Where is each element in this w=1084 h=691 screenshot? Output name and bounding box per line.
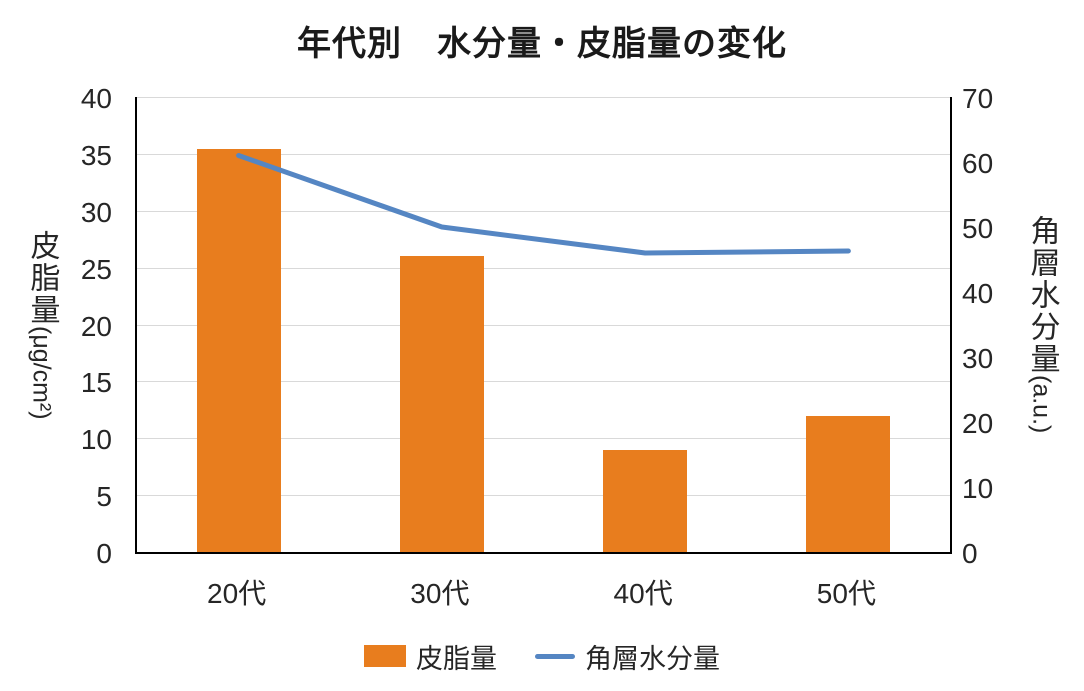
left-tick-40: 40 [80, 83, 112, 114]
left-tick-5: 5 [96, 481, 112, 513]
x-label-40代: 40代 [613, 578, 673, 609]
legend-bar-label: 皮脂量 [416, 643, 497, 674]
left-axis-label-cjk: 皮脂量 [25, 229, 59, 326]
gridline [137, 153, 950, 155]
legend-line-label: 角層水分量 [585, 643, 720, 674]
left-tick-10: 10 [80, 424, 112, 456]
left-tick-0: 0 [96, 538, 112, 569]
legend: 皮脂量 角層水分量 [0, 636, 1084, 676]
left-tick-20: 20 [80, 310, 112, 342]
x-label-20代: 20代 [207, 578, 267, 609]
right-axis-ticks: 70 60 50 40 30 20 10 0 [962, 84, 1022, 569]
left-tick-30: 30 [80, 196, 112, 228]
right-axis-label-cjk: 角層水分量 [1025, 215, 1059, 376]
gridline [137, 97, 950, 98]
x-label-50代: 50代 [816, 578, 876, 609]
right-axis-label-unit: (a.u.) [1027, 375, 1056, 434]
right-tick-0: 0 [962, 538, 978, 569]
left-tick-25: 25 [80, 253, 112, 285]
left-tick-35: 35 [80, 139, 112, 171]
plot-area [135, 97, 952, 554]
right-tick-30: 30 [962, 343, 994, 374]
gridline [137, 324, 950, 326]
moisture-line [236, 153, 851, 256]
right-tick-20: 20 [962, 408, 994, 439]
right-tick-70: 70 [962, 83, 994, 114]
legend-bar-swatch-icon [364, 645, 406, 667]
right-tick-10: 10 [962, 473, 994, 504]
left-axis-ticks: 40 35 30 25 20 15 10 5 0 [0, 84, 112, 569]
chart-title: 年代別 水分量・皮脂量の変化 [297, 25, 787, 63]
x-axis-labels: 20代 30代 40代 50代 [135, 578, 948, 614]
bar-50代 [806, 415, 891, 552]
legend-line-swatch-icon [535, 653, 575, 659]
gridline [137, 495, 950, 497]
gridline [137, 438, 950, 440]
moisture-line-series [236, 153, 851, 256]
right-tick-40: 40 [962, 278, 994, 309]
bar-30代 [399, 256, 484, 552]
right-tick-50: 50 [962, 213, 994, 244]
left-axis-label-unit: (μg/cm²) [27, 325, 56, 420]
gridline [137, 267, 950, 269]
bar-40代 [603, 449, 688, 552]
right-axis-label: 角層水分量(a.u.) [1016, 97, 1068, 552]
gridline [137, 210, 950, 212]
bar-20代 [196, 149, 281, 552]
x-label-30代: 30代 [410, 578, 470, 609]
left-axis-label: 皮脂量(μg/cm²) [18, 97, 66, 552]
right-tick-60: 60 [962, 148, 994, 179]
left-tick-15: 15 [80, 367, 112, 399]
gridline [137, 381, 950, 383]
